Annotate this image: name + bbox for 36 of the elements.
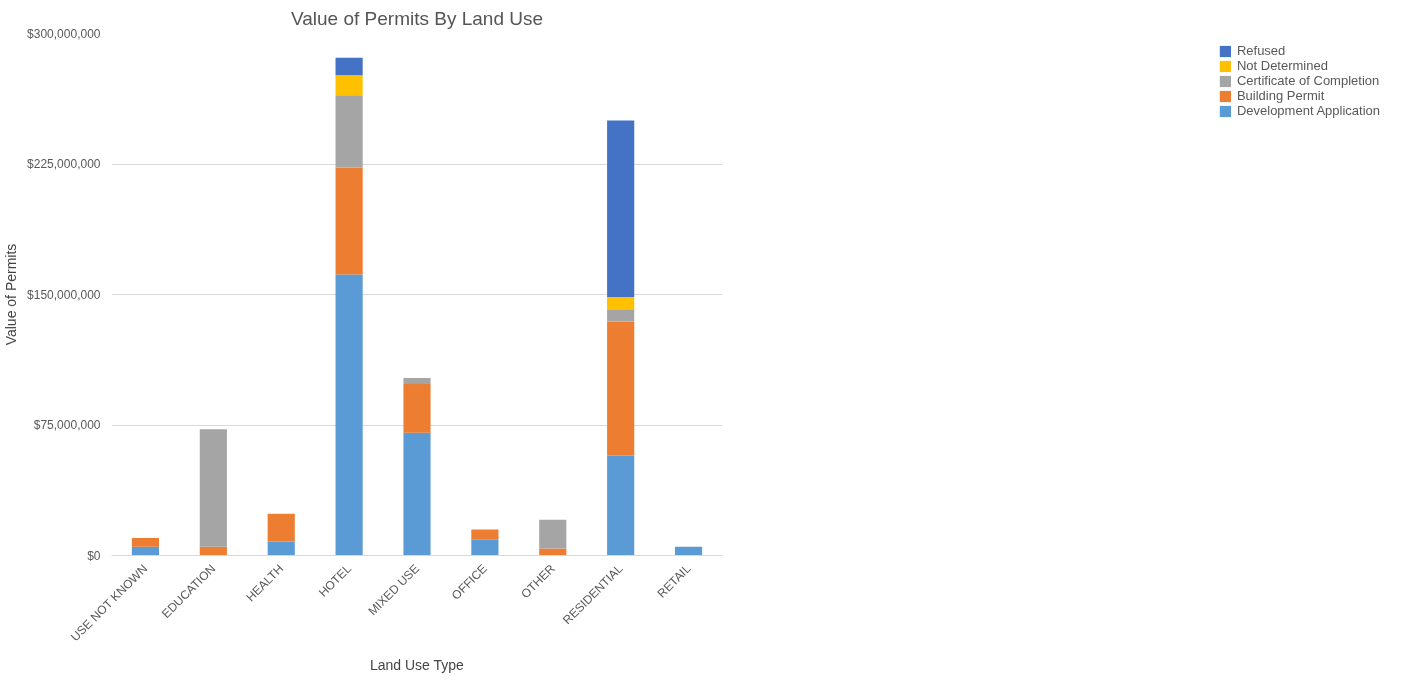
y-tick-label: $75,000,000 (33, 418, 101, 432)
bar (607, 120, 635, 298)
bar (131, 546, 160, 556)
bar (607, 321, 635, 456)
legend-label: Certificate of Completion (1236, 73, 1380, 88)
bar (335, 274, 363, 556)
bar (199, 429, 227, 547)
y-tick-label: $300,000,000 (27, 26, 101, 41)
y-axis-title: Value of Permits (3, 243, 20, 346)
bar (607, 309, 635, 322)
chart-title: Value of Permits By Land Use (290, 7, 544, 29)
legend-label: Refused (1236, 43, 1286, 58)
bar (335, 75, 363, 96)
legend-label: Building Permit (1236, 88, 1325, 103)
legend-label: Not Determined (1236, 58, 1328, 73)
bar (335, 57, 363, 76)
bar (403, 384, 431, 433)
y-tick-label: $150,000,000 (27, 287, 101, 302)
bar (335, 167, 363, 275)
bar (267, 513, 295, 542)
y-tick-label: $225,000,000 (27, 157, 101, 171)
y-tick-label: $0 (87, 548, 101, 563)
bar (607, 297, 635, 310)
bar (267, 541, 295, 556)
bar (335, 95, 363, 168)
bar (471, 529, 499, 540)
bar (539, 519, 567, 549)
bar (471, 539, 499, 556)
bar (674, 546, 703, 556)
bar (199, 546, 227, 556)
legend-label: Development Application (1236, 103, 1380, 118)
bar (131, 538, 160, 547)
bar (403, 432, 431, 556)
bar (607, 455, 635, 556)
bar (403, 378, 431, 385)
x-axis-title: Land Use Type (369, 657, 465, 673)
